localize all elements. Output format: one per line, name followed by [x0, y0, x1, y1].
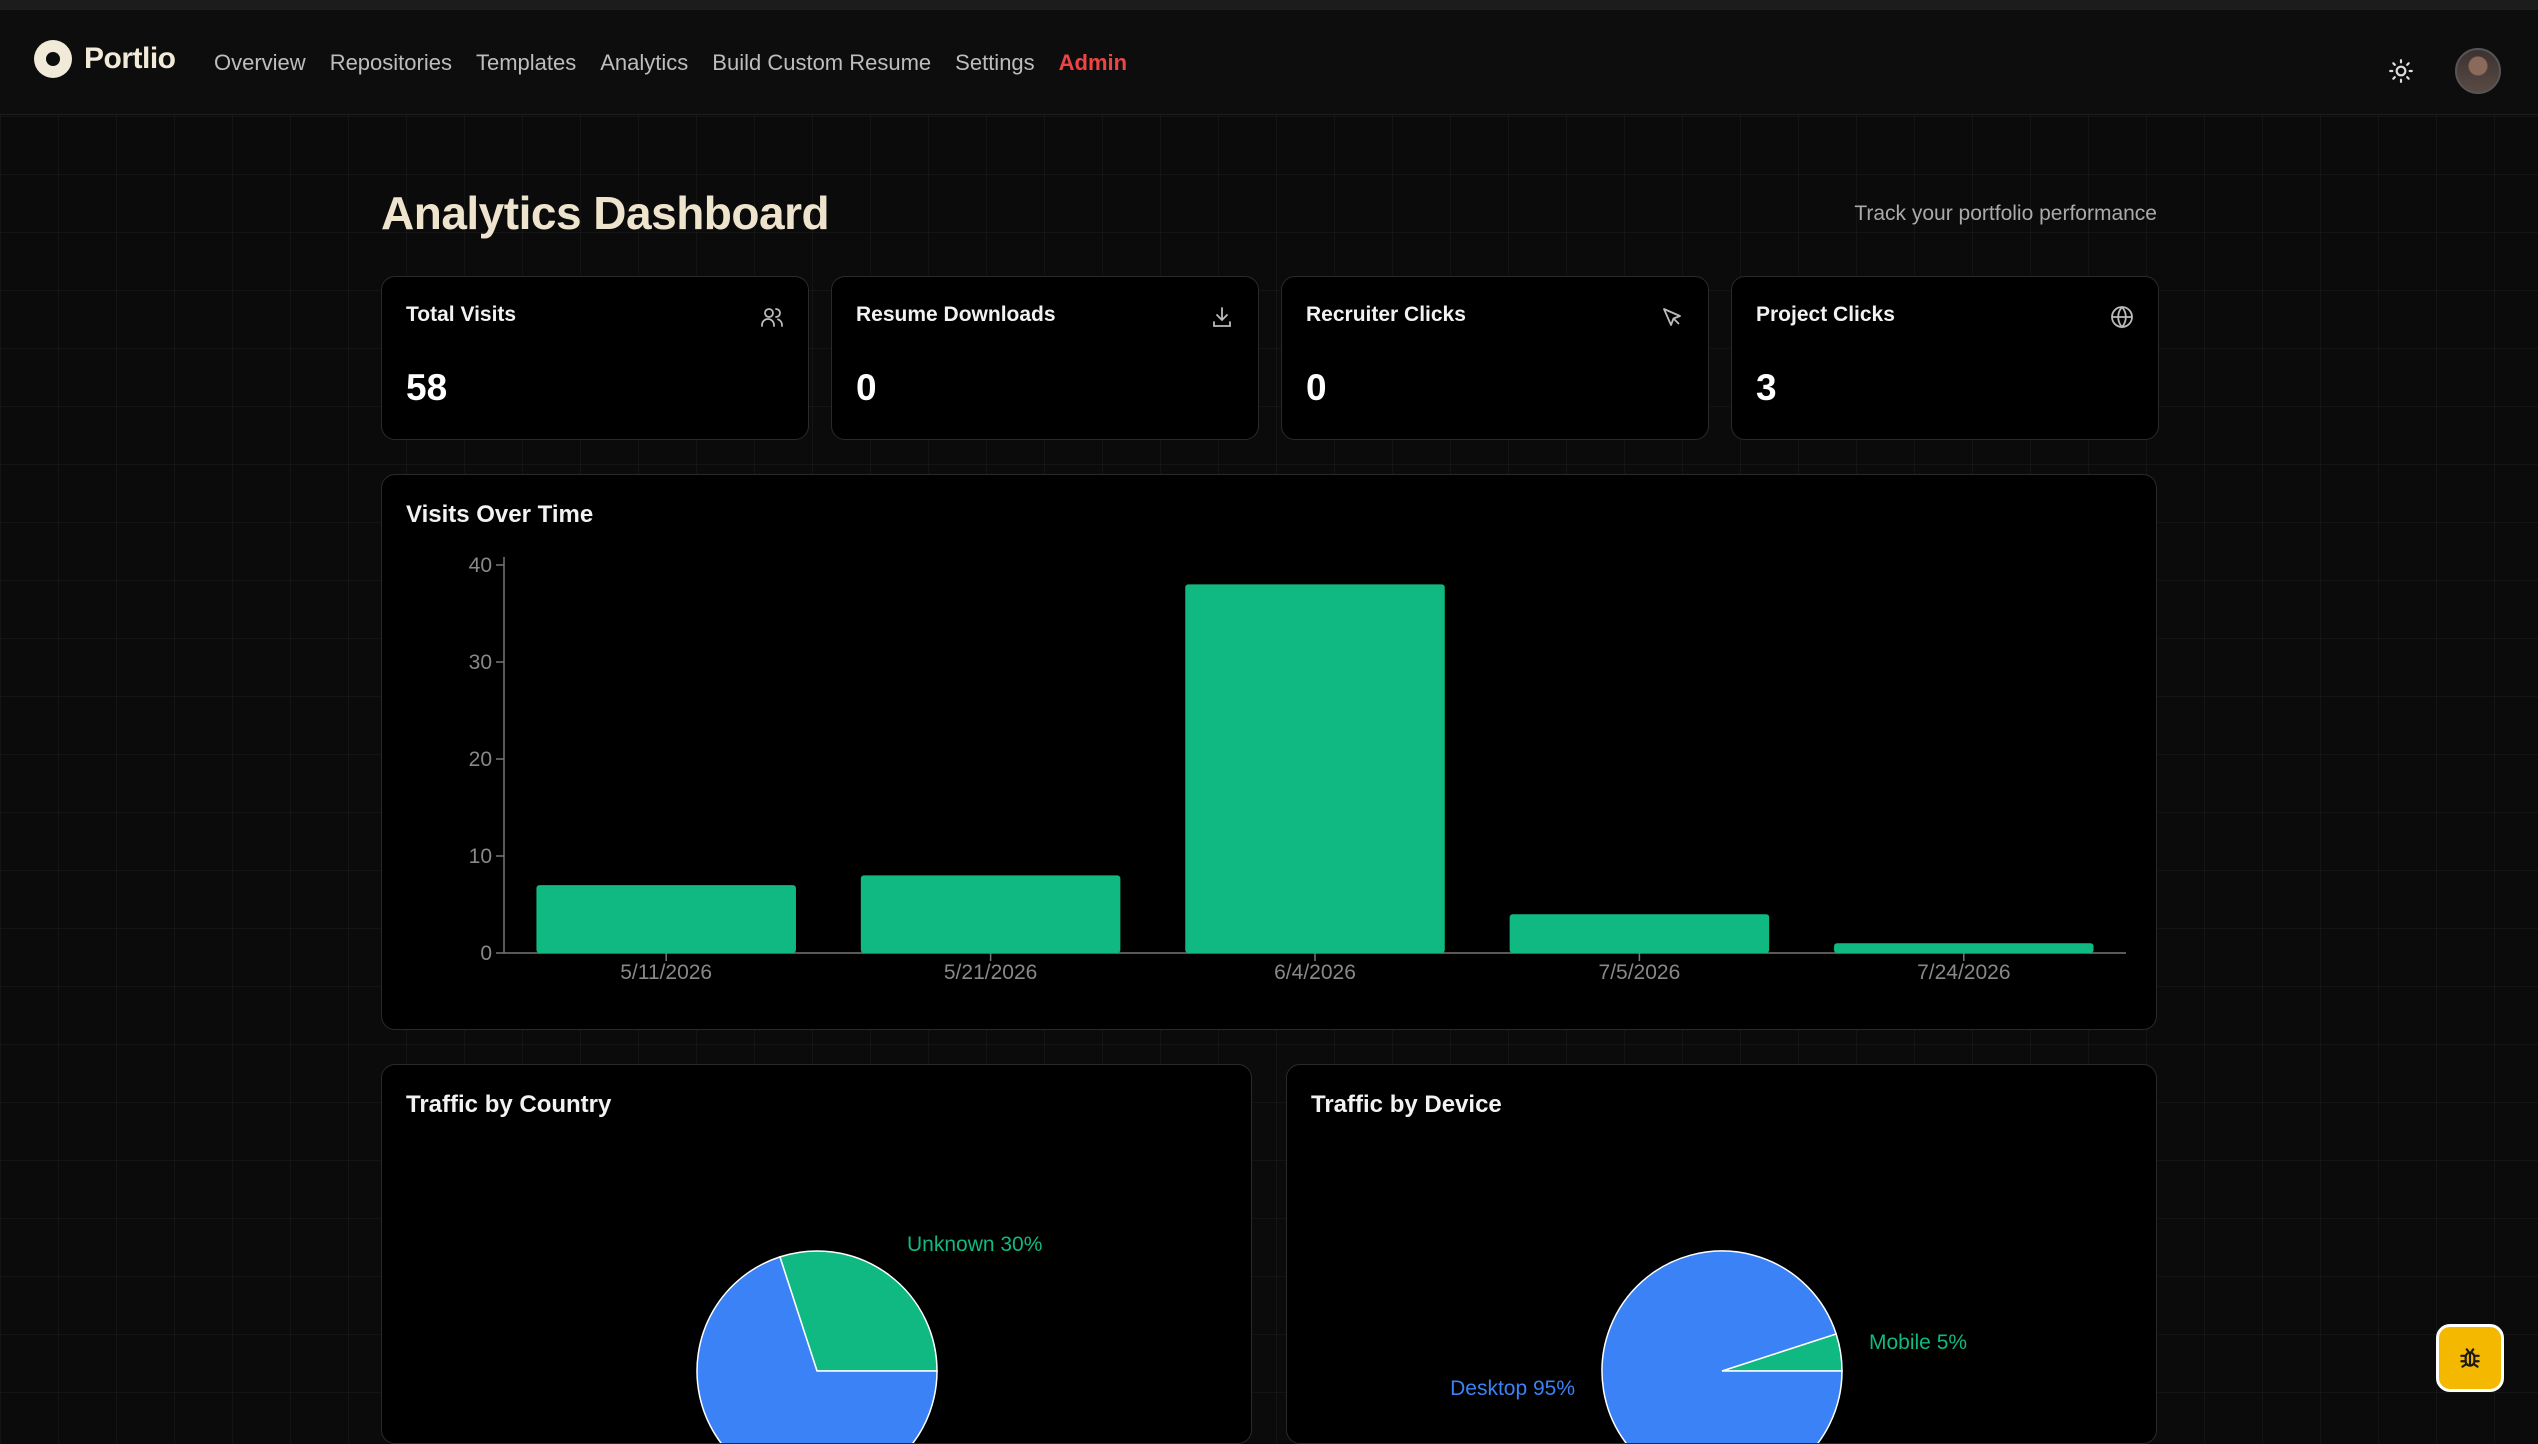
sun-icon[interactable]	[2388, 58, 2414, 84]
y-tick-label: 30	[469, 651, 492, 674]
stat-label: Recruiter Clicks	[1306, 303, 1466, 326]
y-tick-label: 0	[480, 942, 492, 965]
visits-bar-chart: 0 10 20 30 40 5/11/2026 5/21/2026 6/4/2026 7/5/2…	[469, 554, 2126, 984]
stat-card-project-clicks: Project Clicks 3	[1731, 276, 2159, 440]
page-title: Analytics Dashboard	[381, 187, 830, 239]
stat-value: 3	[1756, 367, 1777, 408]
x-tick-label: 7/5/2026	[1599, 961, 1681, 984]
stat-label: Total Visits	[406, 303, 517, 326]
pie-label: Unknown 30%	[907, 1233, 1042, 1256]
bug-icon	[2460, 1348, 2480, 1368]
y-tick-label: 10	[469, 845, 492, 868]
bug-report-button[interactable]	[2436, 1324, 2504, 1392]
pie-slice	[1601, 1250, 1843, 1443]
bar	[1509, 914, 1770, 953]
page-subtitle: Track your portfolio performance	[1854, 202, 2157, 225]
download-icon	[1213, 307, 1231, 327]
stat-value: 0	[856, 367, 877, 408]
top-navbar: Portlio Overview Repositories Templates …	[0, 10, 2538, 115]
bar	[860, 875, 1121, 953]
cursor-icon	[1663, 308, 1681, 326]
y-tick-label: 20	[469, 748, 492, 771]
x-tick-label: 5/21/2026	[944, 961, 1037, 984]
chart-title: Traffic by Device	[1311, 1091, 1502, 1118]
country-pie-chart: Unknown 30%	[696, 1233, 1042, 1443]
stat-card-total-visits: Total Visits 58	[381, 276, 809, 440]
nav-link-repositories[interactable]: Repositories	[329, 50, 452, 75]
brand-logo[interactable]: Portlio	[34, 40, 176, 78]
nav-link-settings[interactable]: Settings	[955, 50, 1035, 75]
stat-value: 58	[406, 367, 448, 408]
y-tick-label: 40	[469, 554, 492, 577]
nav-link-admin[interactable]: Admin	[1058, 50, 1128, 75]
bar	[1185, 584, 1445, 953]
bar	[536, 885, 796, 953]
globe-icon	[2111, 306, 2133, 329]
logo-icon	[34, 40, 72, 78]
device-pie-chart: Mobile 5% Desktop 95%	[1450, 1250, 1967, 1443]
country-chart-card: Traffic by Country Unknown 30%	[381, 1064, 1252, 1444]
chart-title: Visits Over Time	[406, 501, 594, 528]
nav-link-build-custom-resume[interactable]: Build Custom Resume	[712, 50, 932, 75]
bar	[1834, 943, 2094, 953]
nav-link-overview[interactable]: Overview	[214, 50, 306, 75]
window-top-strip	[0, 0, 2538, 10]
x-tick-label: 5/11/2026	[620, 961, 712, 984]
device-chart-card: Traffic by Device Mobile 5% Desktop 95%	[1286, 1064, 2157, 1444]
nav-link-analytics[interactable]: Analytics	[600, 50, 689, 75]
users-icon	[761, 308, 783, 327]
stat-label: Project Clicks	[1756, 303, 1895, 326]
x-tick-label: 7/24/2026	[1917, 961, 2010, 984]
pie-label: Desktop 95%	[1450, 1377, 1575, 1400]
chart-title: Traffic by Country	[406, 1091, 612, 1118]
x-tick-label: 6/4/2026	[1274, 961, 1356, 984]
brand-name: Portlio	[84, 42, 176, 75]
pie-label: Mobile 5%	[1869, 1331, 1967, 1354]
user-avatar[interactable]	[2455, 48, 2501, 94]
stat-card-recruiter-clicks: Recruiter Clicks 0	[1281, 276, 1709, 440]
pie-slice	[778, 1250, 938, 1372]
main-nav: Overview Repositories Templates Analytic…	[214, 50, 1127, 76]
nav-link-templates[interactable]: Templates	[475, 50, 577, 75]
visits-chart-card: Visits Over Time 0 10 20 30 40 5/11/2026 5/21/…	[381, 474, 2157, 1030]
stat-card-resume-downloads: Resume Downloads 0	[831, 276, 1259, 440]
stat-value: 0	[1306, 367, 1327, 408]
stat-label: Resume Downloads	[856, 303, 1056, 326]
